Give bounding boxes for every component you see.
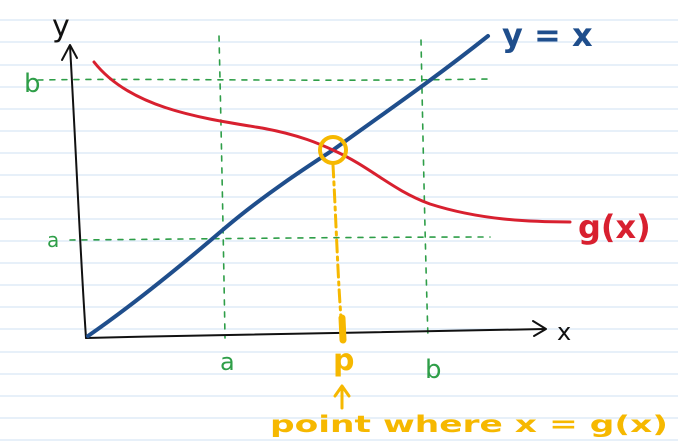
fixed-point-tick [338,314,347,344]
identity-line [86,34,490,338]
up-arrow [333,384,351,410]
x-axis-label: x [557,318,571,346]
guide-b-x-label: b [425,355,442,385]
guide-a-y-label: a [47,228,59,252]
g-curve-label: g(x) [578,208,651,246]
guide-a-vertical [218,35,226,339]
fixed-point-label: p [333,343,354,378]
identity-line-label: y = x [502,16,593,54]
y-axis-label: y [52,9,70,44]
guide-a-x-label: a [220,348,235,376]
fixed-point-dropline [331,163,343,320]
y-axis [69,45,87,339]
axes [61,44,547,339]
fixed-point-circle [318,135,348,165]
guide-b-vertical [420,39,429,339]
x-axis-arrowhead [532,320,547,337]
g-curve [92,60,572,224]
guide-lines [37,35,491,339]
x-axis [85,328,546,339]
y-axis-arrowhead [61,44,78,61]
guide-b-horizontal [37,78,489,81]
guide-a-horizontal [69,236,491,241]
guide-b-y-label: b [24,69,41,99]
fixed-point-caption: point where x = g(x) [270,412,668,438]
